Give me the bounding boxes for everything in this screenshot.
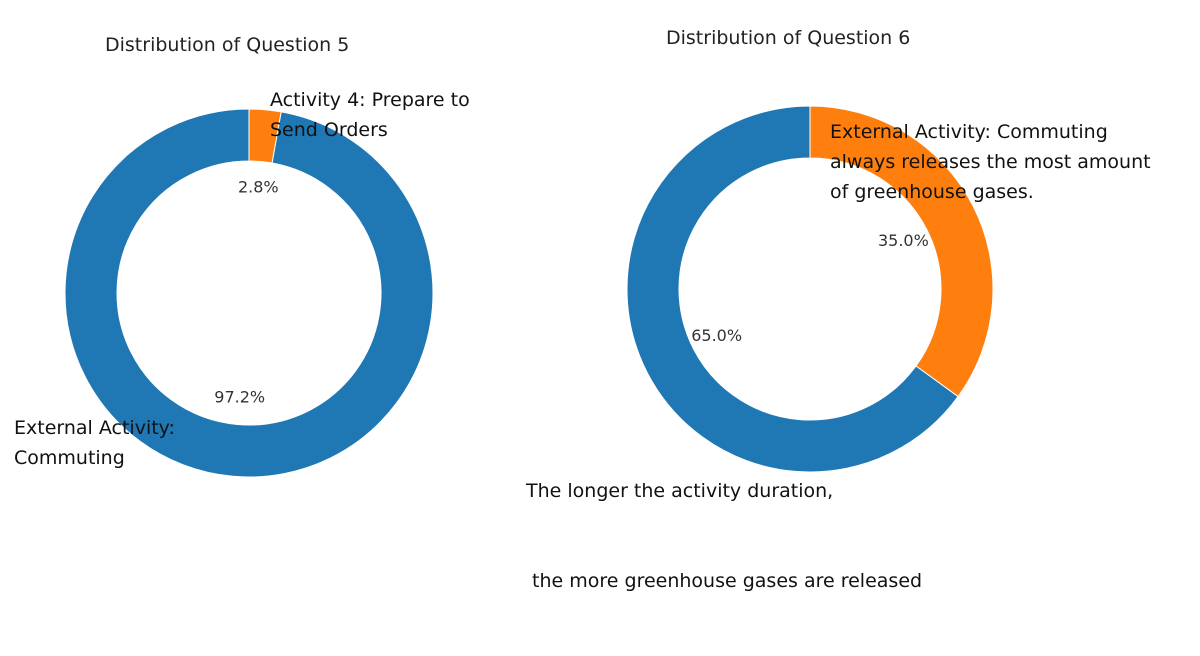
chart-2-slice-1-pct-label: 35.0% <box>878 231 929 250</box>
chart-1-slice-2-label-line-1: External Activity: <box>14 417 175 439</box>
chart-2-slice-2 <box>626 105 959 473</box>
chart-1-slice-2-pct-label: 97.2% <box>214 388 265 407</box>
chart-2-slice-2-label-line-2: the more greenhouse gases are released <box>526 570 923 592</box>
chart-1-slice-2-label-line-2: Commuting <box>14 447 125 469</box>
chart-2-slice-1-label-line-3: of greenhouse gases. <box>830 181 1034 203</box>
chart-1-title: Distribution of Question 5 <box>105 34 350 56</box>
chart-1-slice-2 <box>64 108 434 478</box>
chart-1-slice-2-label: External Activity: Commuting <box>14 413 175 473</box>
chart-2-slice-2-pct-label: 65.0% <box>691 326 742 345</box>
chart-2-slice-1-label-line-1: External Activity: Commuting <box>830 121 1108 143</box>
chart-2-slice-1 <box>809 105 994 398</box>
chart-2-slice-1-label-line-2: always releases the most amount <box>830 151 1151 173</box>
charts-canvas: 2.8% 97.2% 35.0% 65.0% Distribution of Ques… <box>14 27 1151 592</box>
chart-1-slice-1-label: Activity 4: Prepare to Send Orders <box>270 85 470 145</box>
chart-2-slice-2-label-line-1: The longer the activity duration, <box>526 480 834 502</box>
chart-2-title: Distribution of Question 6 <box>666 27 911 49</box>
chart-2-slice-1-label: External Activity: Commuting always rele… <box>830 117 1151 207</box>
donut-charts-svg: 2.8% 97.2% 35.0% 65.0% <box>64 105 994 478</box>
chart-1-slice-1-label-line-1: Activity 4: Prepare to <box>270 89 470 111</box>
chart-1-slice-1-pct-label: 2.8% <box>238 177 279 196</box>
chart-1-slice-1-label-line-2: Send Orders <box>270 119 388 141</box>
chart-2-slice-2-label: The longer the activity duration, the mo… <box>526 416 922 656</box>
